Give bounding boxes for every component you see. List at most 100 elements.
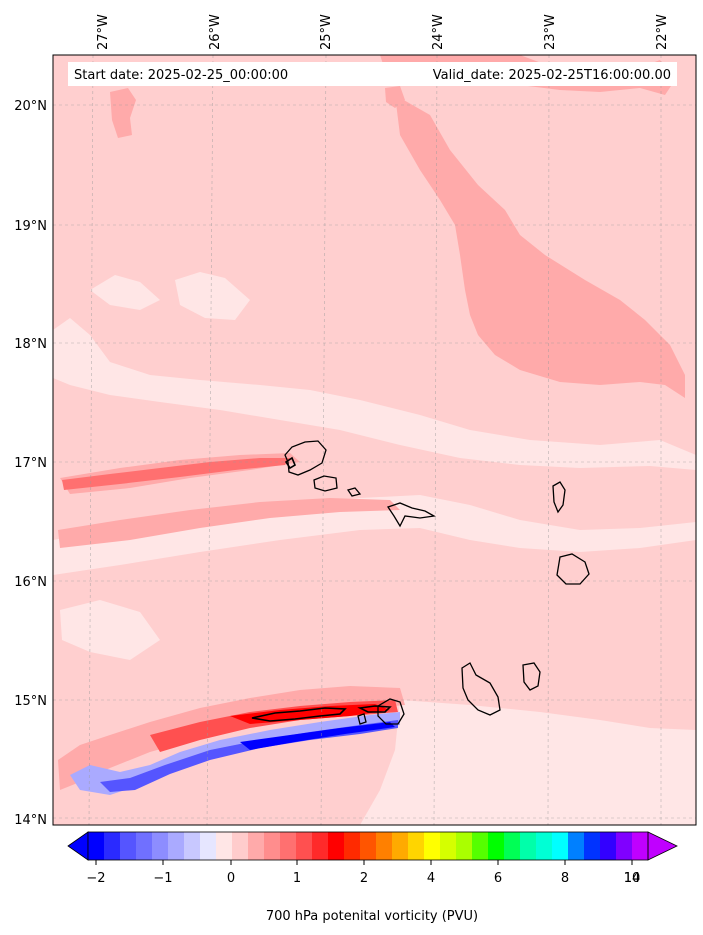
colorbar-tick-label: 10: [624, 871, 641, 886]
colorbar-cell: [312, 832, 329, 860]
lon-label-27w: 27°W: [96, 14, 111, 50]
colorbar-cell: [408, 832, 425, 860]
colorbar-cell: [456, 832, 473, 860]
colorbar-tick-label: 8: [561, 871, 569, 886]
colorbar-cell: [536, 832, 553, 860]
colorbar-cell: [552, 832, 569, 860]
colorbar-cell: [328, 832, 345, 860]
gridline-lon-24w: [433, 54, 438, 826]
colorbar-cell: [488, 832, 505, 860]
island-fogo: [377, 698, 405, 725]
colorbar-cell: [440, 832, 457, 860]
pv-low-patch-west: [90, 275, 160, 310]
pv-patch-northeast: [395, 95, 685, 398]
colorbar-cell: [504, 832, 521, 860]
colorbar-cell: [200, 832, 217, 860]
pv-positive-max-15n: [230, 704, 390, 724]
island-sao-nicolau: [386, 502, 437, 528]
gridline-lon-23w: [547, 54, 550, 826]
pv-patch-north-small: [385, 86, 405, 108]
colorbar-tick-label: 0: [227, 871, 235, 886]
colorbar-cell: [392, 832, 409, 860]
lat-label-14n: 14°N: [14, 813, 47, 828]
colorbar-extend-high: [647, 831, 678, 861]
colorbar-cell: [472, 832, 489, 860]
gridlines: [53, 54, 696, 826]
valid-date-label: Valid_date: 2025-02-25T16:00:00.00: [433, 68, 671, 83]
colorbar-cell: [104, 832, 121, 860]
colorbar-cell: [232, 832, 249, 860]
colorbar-cell: [360, 832, 377, 860]
colorbar-cell: [584, 832, 601, 860]
colorbar-cell: [376, 832, 393, 860]
lat-label-18n: 18°N: [14, 337, 47, 352]
colorbar-label: 700 hPa potenital vorticity (PVU): [266, 909, 478, 924]
colorbar-cell: [280, 832, 297, 860]
lon-label-26w: 26°W: [208, 14, 223, 50]
colorbar-cell: [168, 832, 185, 860]
pv-contour-south: [251, 707, 347, 722]
plot-frame: [52, 54, 697, 826]
start-date-label: Start date: 2025-02-25_00:00:00: [74, 68, 288, 83]
header-box: [68, 62, 677, 86]
island-sao-vicente: [313, 475, 338, 492]
lat-label-17n: 17°N: [14, 456, 47, 471]
colorbar-cell: [152, 832, 169, 860]
colorbar-cell: [616, 832, 633, 860]
coastlines: [284, 440, 590, 725]
colorbar-tick-label: 1: [293, 871, 301, 886]
colorbar-cell: [520, 832, 537, 860]
island-santiago: [461, 662, 501, 716]
island-santa-luzia: [346, 487, 362, 497]
colorbar-tick-label: 6: [494, 871, 502, 886]
colorbar-extend-low: [67, 831, 89, 861]
pv-negative-min-15n: [240, 722, 395, 750]
colorbar-cell: [120, 832, 137, 860]
gridline-lon-26w: [206, 54, 214, 826]
pv-low-patch-center: [175, 272, 250, 320]
colorbar-cell: [88, 832, 105, 860]
lon-label-25w: 25°W: [319, 14, 334, 50]
pv-filament-16-5n: [58, 498, 400, 548]
lon-label-23w: 23°W: [543, 14, 558, 50]
pv-low-patch-southwest: [60, 600, 160, 660]
lon-label-24w: 24°W: [431, 14, 446, 50]
gridline-lon-27w: [88, 54, 94, 826]
plot-area: [53, 55, 696, 825]
pv-low-band-18n: [53, 318, 696, 470]
pv-low-band-south: [360, 700, 696, 825]
colorbar-cell: [248, 832, 265, 860]
colorbar-tick-label: −2: [86, 871, 105, 886]
pv-contour-north: [284, 456, 297, 470]
colorbar-cell: [216, 832, 233, 860]
colorbar-cell: [632, 832, 649, 860]
colorbar-tick-label: 14: [624, 871, 641, 886]
colorbar-cells: [88, 832, 649, 860]
pv-negative-core-15n: [100, 720, 398, 792]
island-sal: [552, 481, 566, 514]
pv-filament-17n-core: [62, 458, 290, 490]
colorbar-frame: [87, 831, 649, 861]
lat-label-16n: 16°N: [14, 575, 47, 590]
colorbar-cell: [136, 832, 153, 860]
colorbar-tick-label: 4: [427, 871, 435, 886]
colorbar-tick-label: −1: [153, 871, 172, 886]
island-maio: [522, 662, 541, 691]
latitude-labels: 20°N 19°N 18°N 17°N 16°N 15°N 14°N: [14, 99, 47, 828]
colorbar-cell: [264, 832, 281, 860]
colorbar-cell: [296, 832, 313, 860]
gridline-lon-25w: [320, 54, 327, 826]
colorbar-cell: [600, 832, 617, 860]
island-santo-antao: [284, 440, 327, 476]
colorbar-cell: [344, 832, 361, 860]
colorbar-cell: [184, 832, 201, 860]
pv-patch-northwest: [110, 88, 136, 138]
lat-label-20n: 20°N: [14, 99, 47, 114]
lat-label-15n: 15°N: [14, 694, 47, 709]
pv-contour-east: [357, 705, 392, 713]
lon-label-22w: 22°W: [655, 14, 670, 50]
colorbar-cell: [568, 832, 585, 860]
